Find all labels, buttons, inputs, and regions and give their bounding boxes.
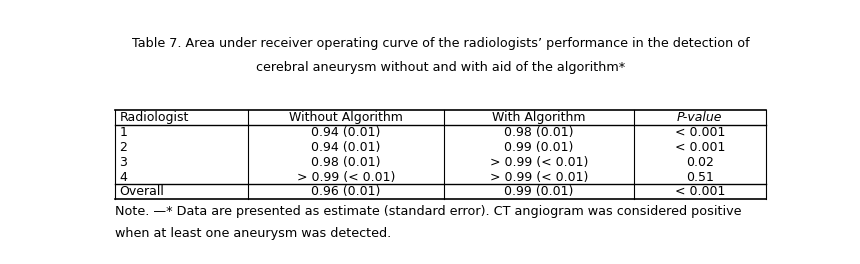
Text: 0.02: 0.02 — [686, 155, 714, 169]
Text: 0.94 (0.01): 0.94 (0.01) — [311, 126, 381, 139]
Text: cerebral aneurysm without and with aid of the algorithm*: cerebral aneurysm without and with aid o… — [256, 61, 625, 74]
Text: Radiologist: Radiologist — [120, 111, 189, 124]
Text: 0.99 (0.01): 0.99 (0.01) — [504, 185, 574, 199]
Text: 1: 1 — [120, 126, 127, 139]
Text: > 0.99 (< 0.01): > 0.99 (< 0.01) — [490, 155, 588, 169]
Text: 0.51: 0.51 — [686, 171, 714, 183]
Text: 3: 3 — [120, 155, 127, 169]
Text: P-value: P-value — [677, 111, 722, 124]
Text: 0.98 (0.01): 0.98 (0.01) — [311, 155, 381, 169]
Text: Note. —* Data are presented as estimate (standard error). CT angiogram was consi: Note. —* Data are presented as estimate … — [115, 205, 742, 219]
Text: 0.98 (0.01): 0.98 (0.01) — [504, 126, 574, 139]
Text: 2: 2 — [120, 141, 127, 154]
Text: > 0.99 (< 0.01): > 0.99 (< 0.01) — [490, 171, 588, 183]
Text: Without Algorithm: Without Algorithm — [289, 111, 403, 124]
Text: 0.99 (0.01): 0.99 (0.01) — [504, 141, 574, 154]
Text: 0.94 (0.01): 0.94 (0.01) — [311, 141, 381, 154]
Text: < 0.001: < 0.001 — [675, 126, 725, 139]
Text: < 0.001: < 0.001 — [675, 185, 725, 199]
Text: when at least one aneurysm was detected.: when at least one aneurysm was detected. — [115, 227, 392, 240]
Text: Table 7. Area under receiver operating curve of the radiologists’ performance in: Table 7. Area under receiver operating c… — [132, 37, 750, 50]
Text: > 0.99 (< 0.01): > 0.99 (< 0.01) — [297, 171, 396, 183]
Text: < 0.001: < 0.001 — [675, 141, 725, 154]
Text: 0.96 (0.01): 0.96 (0.01) — [311, 185, 381, 199]
Text: With Algorithm: With Algorithm — [492, 111, 586, 124]
Text: Overall: Overall — [120, 185, 164, 199]
Text: 4: 4 — [120, 171, 127, 183]
